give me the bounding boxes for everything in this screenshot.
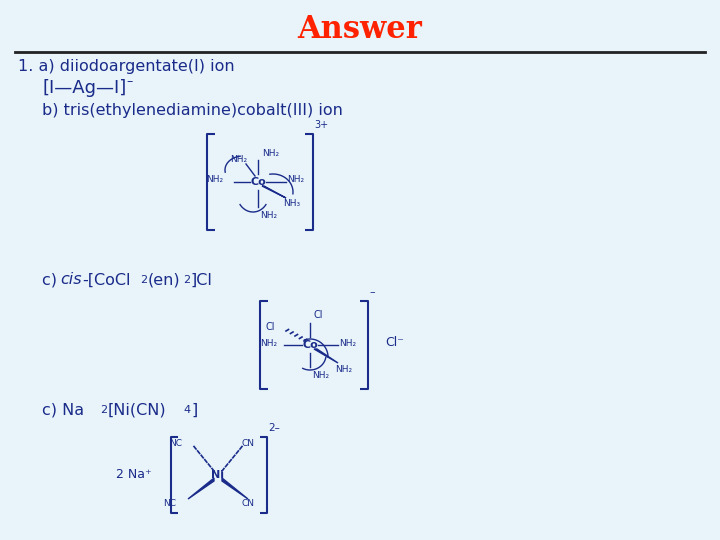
Text: 2–: 2– bbox=[268, 423, 280, 433]
Text: NH₂: NH₂ bbox=[260, 339, 277, 348]
Text: 2: 2 bbox=[183, 275, 190, 285]
Text: c) Na: c) Na bbox=[42, 402, 84, 417]
Polygon shape bbox=[222, 478, 248, 499]
Text: 4: 4 bbox=[183, 405, 190, 415]
Text: –: – bbox=[126, 76, 132, 89]
Text: cis: cis bbox=[60, 273, 81, 287]
Text: NC: NC bbox=[169, 438, 182, 448]
Text: 1. a) diiodoargentate(I) ion: 1. a) diiodoargentate(I) ion bbox=[18, 58, 235, 73]
Text: CN: CN bbox=[242, 438, 255, 448]
Text: [I—Ag—I]: [I—Ag—I] bbox=[42, 79, 126, 97]
Text: NH₂: NH₂ bbox=[230, 156, 247, 165]
Text: ]Cl: ]Cl bbox=[190, 273, 212, 287]
Text: 2: 2 bbox=[140, 275, 147, 285]
Polygon shape bbox=[188, 478, 214, 499]
Text: CN: CN bbox=[242, 498, 255, 508]
Text: 3+: 3+ bbox=[314, 120, 328, 130]
Text: -[CoCl: -[CoCl bbox=[82, 273, 130, 287]
Text: NH₂: NH₂ bbox=[262, 150, 279, 159]
Text: [Ni(CN): [Ni(CN) bbox=[108, 402, 166, 417]
Polygon shape bbox=[262, 186, 286, 198]
Text: b) tris(ethylenediamine)cobalt(III) ion: b) tris(ethylenediamine)cobalt(III) ion bbox=[42, 103, 343, 118]
Text: NH₂: NH₂ bbox=[312, 370, 329, 380]
Text: NH₂: NH₂ bbox=[339, 339, 356, 348]
Text: ]: ] bbox=[191, 402, 197, 417]
Text: Ni: Ni bbox=[212, 470, 225, 480]
Text: c): c) bbox=[42, 273, 62, 287]
Polygon shape bbox=[314, 349, 338, 363]
Text: NH₂: NH₂ bbox=[335, 364, 352, 374]
Text: NH₂: NH₂ bbox=[260, 212, 277, 220]
Text: 2 Na⁺: 2 Na⁺ bbox=[117, 469, 152, 482]
Text: NH₂: NH₂ bbox=[206, 176, 223, 185]
Text: NH₂: NH₂ bbox=[287, 176, 304, 185]
Text: –: – bbox=[369, 287, 374, 297]
Text: NH₃: NH₃ bbox=[283, 199, 300, 208]
Text: Co: Co bbox=[302, 340, 318, 350]
Text: NC: NC bbox=[163, 498, 176, 508]
Text: Co: Co bbox=[250, 177, 266, 187]
Text: (en): (en) bbox=[148, 273, 181, 287]
Text: Answer: Answer bbox=[297, 15, 423, 45]
Text: Cl: Cl bbox=[313, 310, 323, 320]
Text: 2: 2 bbox=[100, 405, 107, 415]
Text: Cl: Cl bbox=[266, 322, 276, 332]
Text: Cl⁻: Cl⁻ bbox=[385, 336, 404, 349]
